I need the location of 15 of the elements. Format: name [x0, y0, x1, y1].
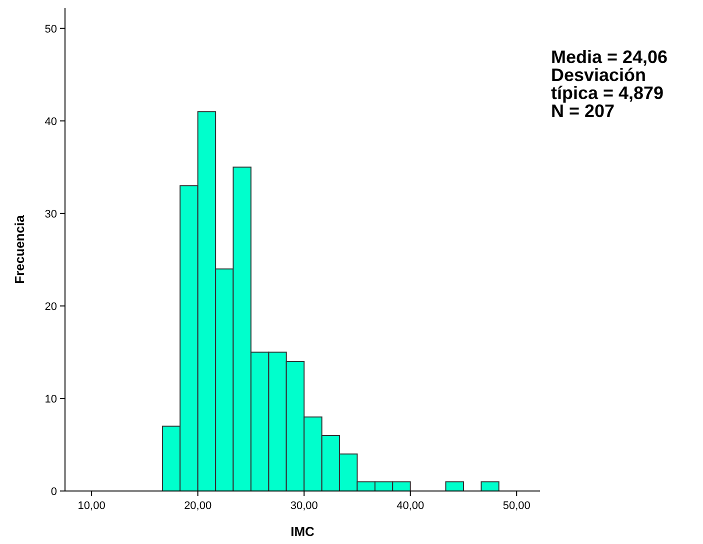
x-tick-label: 10,00 [78, 500, 106, 512]
y-tick-label: 30 [44, 208, 57, 220]
text: Desviación típica = 4,879 [551, 65, 664, 103]
x-axis-title: IMC [290, 524, 316, 539]
x-tick-label: 50,00 [502, 500, 530, 512]
y-tick-label: 0 [50, 486, 57, 498]
y-axis-title: Frecuencia [12, 214, 27, 284]
y-tick-label: 40 [44, 116, 57, 128]
x-tick-label: 40,00 [396, 500, 424, 512]
y-tick-label: 50 [44, 23, 57, 36]
y-tick-label: 10 [44, 393, 57, 406]
x-tick-label: 20,00 [184, 500, 212, 512]
text: Media = 24,06 [551, 47, 668, 67]
y-tick-label: 20 [44, 300, 57, 313]
x-tick-label: 30,00 [290, 500, 318, 512]
